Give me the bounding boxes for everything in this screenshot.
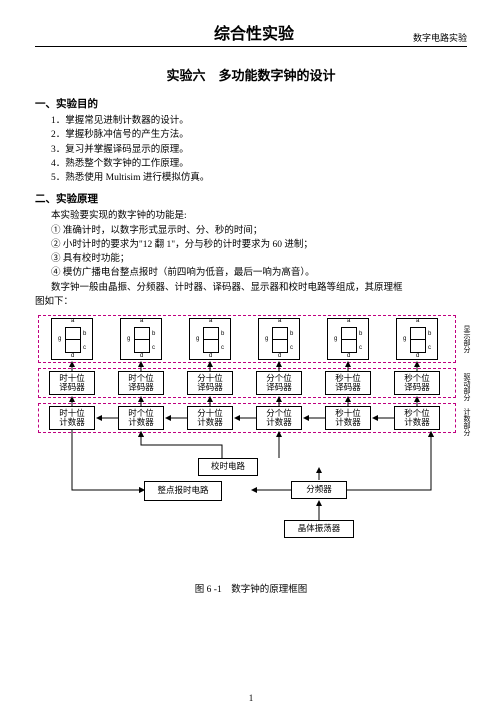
seg-g: g [58, 336, 61, 342]
side-label-driver: 驱动部分 [462, 373, 470, 401]
seven-seg-display: a b c d g [189, 318, 231, 360]
block-diagram: 显示部分 驱动部分 计数部分 [36, 315, 466, 575]
decoder-box: 秒个位译码器 [394, 371, 440, 395]
s2-intro: 本实验要实现的数字钟的功能是: [51, 209, 467, 223]
s2-tail: 数字钟一般由晶振、分频器、计时器、译码器、显示器和校时电路等组成，其原理框 [51, 281, 467, 295]
page-header: 综合性实验 数字电路实验 [35, 20, 467, 47]
section2-heading: 二、实验原理 [35, 191, 467, 206]
decoder-box: 时十位译码器 [49, 371, 95, 395]
seg-b: b [83, 331, 86, 337]
page-number: 1 [0, 693, 502, 703]
counter-box: 秒十位计数器 [325, 406, 371, 430]
seg-a: a [71, 318, 74, 324]
s1-item: 3．复习并掌握译码显示的原理。 [51, 143, 467, 157]
s1-item: 1．掌握常见进制计数器的设计。 [51, 114, 467, 128]
counter-box: 时十位计数器 [49, 406, 95, 430]
counter-box: 分个位计数器 [256, 406, 302, 430]
s1-item: 2．掌握秒脉冲信号的产生方法。 [51, 128, 467, 142]
s1-item: 5．熟悉使用 Multisim 进行模拟仿真。 [51, 171, 467, 185]
decoder-box: 时个位译码器 [118, 371, 164, 395]
counter-box: 分十位计数器 [187, 406, 233, 430]
decoder-box: 秒十位译码器 [325, 371, 371, 395]
s2-item: ② 小时计时的要求为"12 翻 1"，分与秒的计时要求为 60 进制； [51, 238, 467, 252]
seven-seg-display: a b c d g [120, 318, 162, 360]
seg-c: c [83, 345, 86, 351]
seven-seg-display: a b c d g [396, 318, 438, 360]
experiment-title: 实验六 多功能数字钟的设计 [35, 65, 467, 84]
s2-item: ③ 具有校时功能； [51, 252, 467, 266]
div-box: 分频器 [291, 481, 347, 499]
section1-heading: 一、实验目的 [35, 96, 467, 111]
side-label-display: 显示部分 [462, 325, 470, 353]
cal-box: 校时电路 [198, 458, 258, 476]
main-title: 综合性实验 [35, 20, 413, 44]
s2-tail: 图如下： [35, 295, 467, 309]
counter-box: 秒个位计数器 [394, 406, 440, 430]
alarm-box: 整点报时电路 [144, 481, 222, 501]
s2-item: ① 准确计时，以数字形式显示时、分、秒的时间； [51, 224, 467, 238]
side-label-counter: 计数部分 [462, 408, 470, 436]
dash-frame-display [38, 315, 456, 363]
seven-seg-display: a b c d g [258, 318, 300, 360]
seg-d: d [71, 353, 74, 359]
s2-item: ④ 模仿广播电台整点报时（前四响为低音，最后一响为高音）。 [51, 266, 467, 280]
osc-box: 晶体振荡器 [284, 520, 354, 538]
figure-caption: 图 6 -1 数字钟的原理框图 [35, 581, 467, 595]
decoder-box: 分十位译码器 [187, 371, 233, 395]
counter-box: 时个位计数器 [118, 406, 164, 430]
seven-seg-display: a b c d g [51, 318, 93, 360]
side-label: 数字电路实验 [413, 31, 467, 44]
decoder-box: 分个位译码器 [256, 371, 302, 395]
seven-seg-display: a b c d g [327, 318, 369, 360]
s1-item: 4．熟悉整个数字钟的工作原理。 [51, 157, 467, 171]
